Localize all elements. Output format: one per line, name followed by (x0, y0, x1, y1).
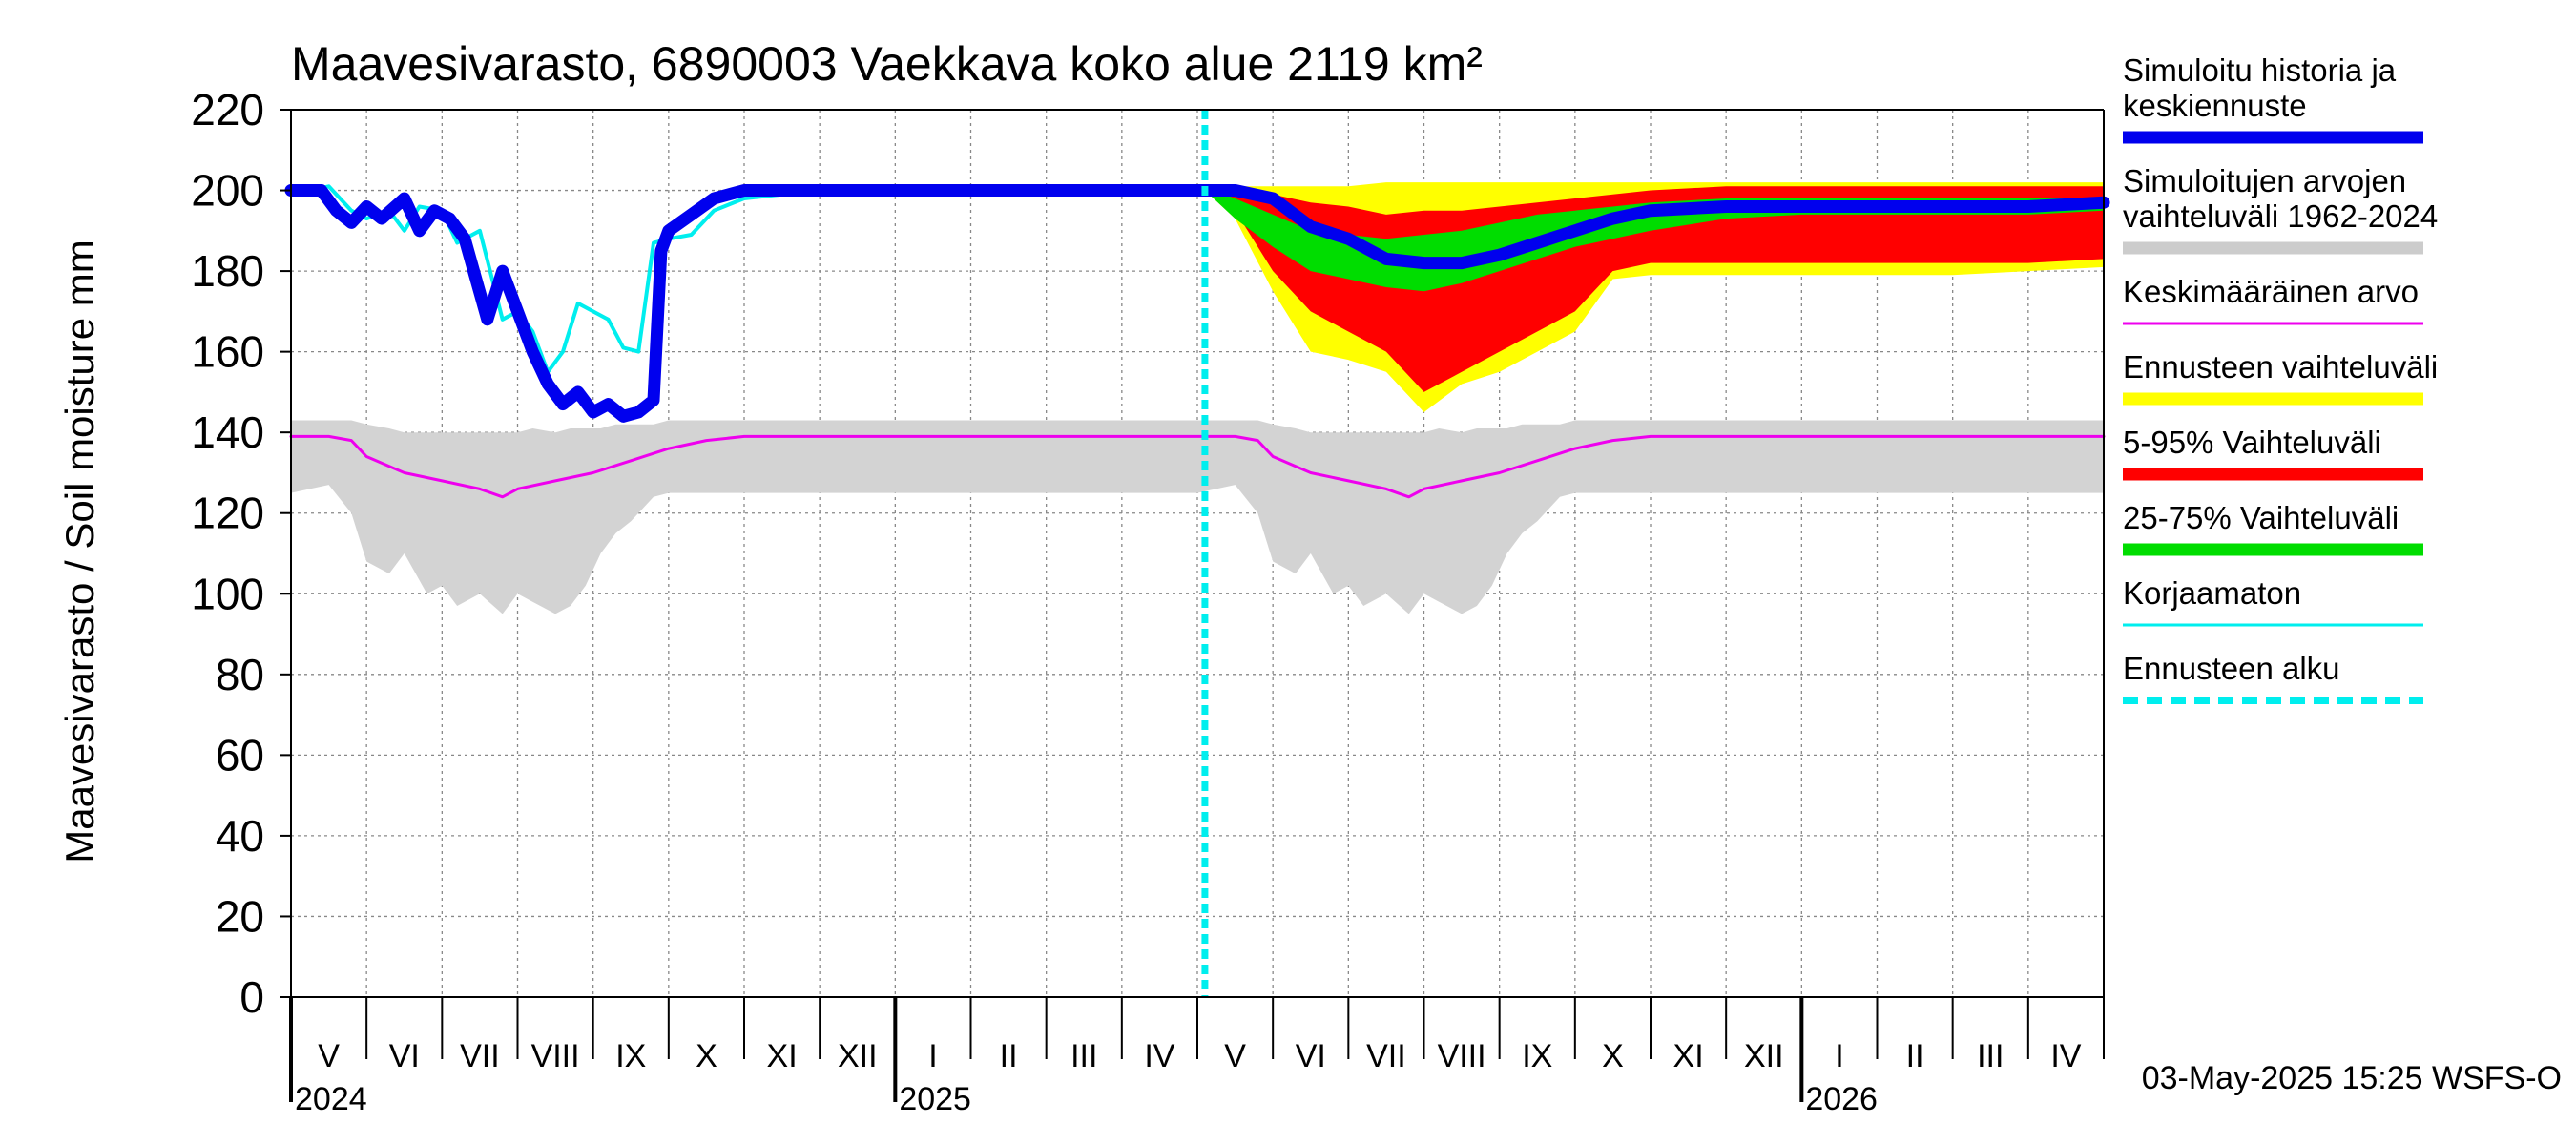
legend-label-simulated: Simuloitu historia ja (2123, 52, 2397, 88)
y-tick-label: 100 (191, 569, 264, 618)
hist-range-band (291, 420, 1197, 614)
legend-label-uncorrected: Korjaamaton (2123, 575, 2301, 611)
hist-range-band-forecast (1197, 420, 2104, 614)
simulated-line (284, 184, 2110, 423)
y-tick-label: 200 (191, 166, 264, 216)
x-month-label: IX (1522, 1038, 1552, 1074)
x-month-label: VII (460, 1038, 500, 1074)
x-month-label: XII (1744, 1038, 1784, 1074)
y-tick-label: 60 (216, 730, 264, 780)
y-axis-label: Maavesivarasto / Soil moisture mm (57, 239, 102, 864)
x-month-label: III (1070, 1038, 1097, 1074)
x-month-label: X (1602, 1038, 1624, 1074)
legend-label-p25_75: 25-75% Vaihteluväli (2123, 500, 2399, 535)
legend-label-fc_start: Ennusteen alku (2123, 651, 2340, 686)
x-year-label: 2026 (1805, 1081, 1878, 1117)
y-tick-label: 40 (216, 811, 264, 861)
y-tick-label: 180 (191, 246, 264, 296)
legend-label-mean: Keskimääräinen arvo (2123, 274, 2419, 309)
x-year-label: 2024 (295, 1081, 367, 1117)
y-tick-label: 0 (239, 972, 264, 1022)
x-month-label: XI (1673, 1038, 1704, 1074)
x-month-label: VI (1296, 1038, 1326, 1074)
x-year-label: 2025 (899, 1081, 971, 1117)
y-tick-label: 220 (191, 85, 264, 135)
x-month-label: IV (1144, 1038, 1174, 1074)
x-month-label: V (1224, 1038, 1246, 1074)
legend-label-p5_95: 5-95% Vaihteluväli (2123, 425, 2381, 460)
x-month-label: IX (615, 1038, 646, 1074)
x-month-label: V (318, 1038, 340, 1074)
y-tick-label: 140 (191, 407, 264, 457)
x-month-label: I (1835, 1038, 1843, 1074)
y-tick-label: 80 (216, 650, 264, 699)
x-month-label: VIII (531, 1038, 580, 1074)
x-month-label: XII (838, 1038, 878, 1074)
x-month-label: II (1906, 1038, 1924, 1074)
x-month-label: X (696, 1038, 717, 1074)
chart-lines (284, 110, 2110, 997)
legend-label-simulated: keskiennuste (2123, 88, 2307, 123)
legend-label-range_hist: Simuloitujen arvojen (2123, 163, 2406, 198)
legend-label-range_hist: vaihteluväli 1962-2024 (2123, 198, 2438, 234)
x-month-label: VII (1366, 1038, 1406, 1074)
x-month-label: XI (767, 1038, 798, 1074)
y-tick-label: 120 (191, 489, 264, 538)
mean-line (289, 434, 2106, 499)
y-tick-label: 20 (216, 891, 264, 941)
footer-timestamp: 03-May-2025 15:25 WSFS-O (2142, 1060, 2562, 1096)
legend-label-fc_range: Ennusteen vaihteluväli (2123, 349, 2438, 385)
x-month-label: II (1000, 1038, 1018, 1074)
x-month-label: III (1977, 1038, 2004, 1074)
x-month-label: VI (389, 1038, 420, 1074)
x-month-label: IV (2050, 1038, 2081, 1074)
chart-title: Maavesivarasto, 6890003 Vaekkava koko al… (291, 37, 1483, 91)
y-tick-label: 160 (191, 327, 264, 377)
x-month-label: I (928, 1038, 937, 1074)
x-month-label: VIII (1438, 1038, 1486, 1074)
